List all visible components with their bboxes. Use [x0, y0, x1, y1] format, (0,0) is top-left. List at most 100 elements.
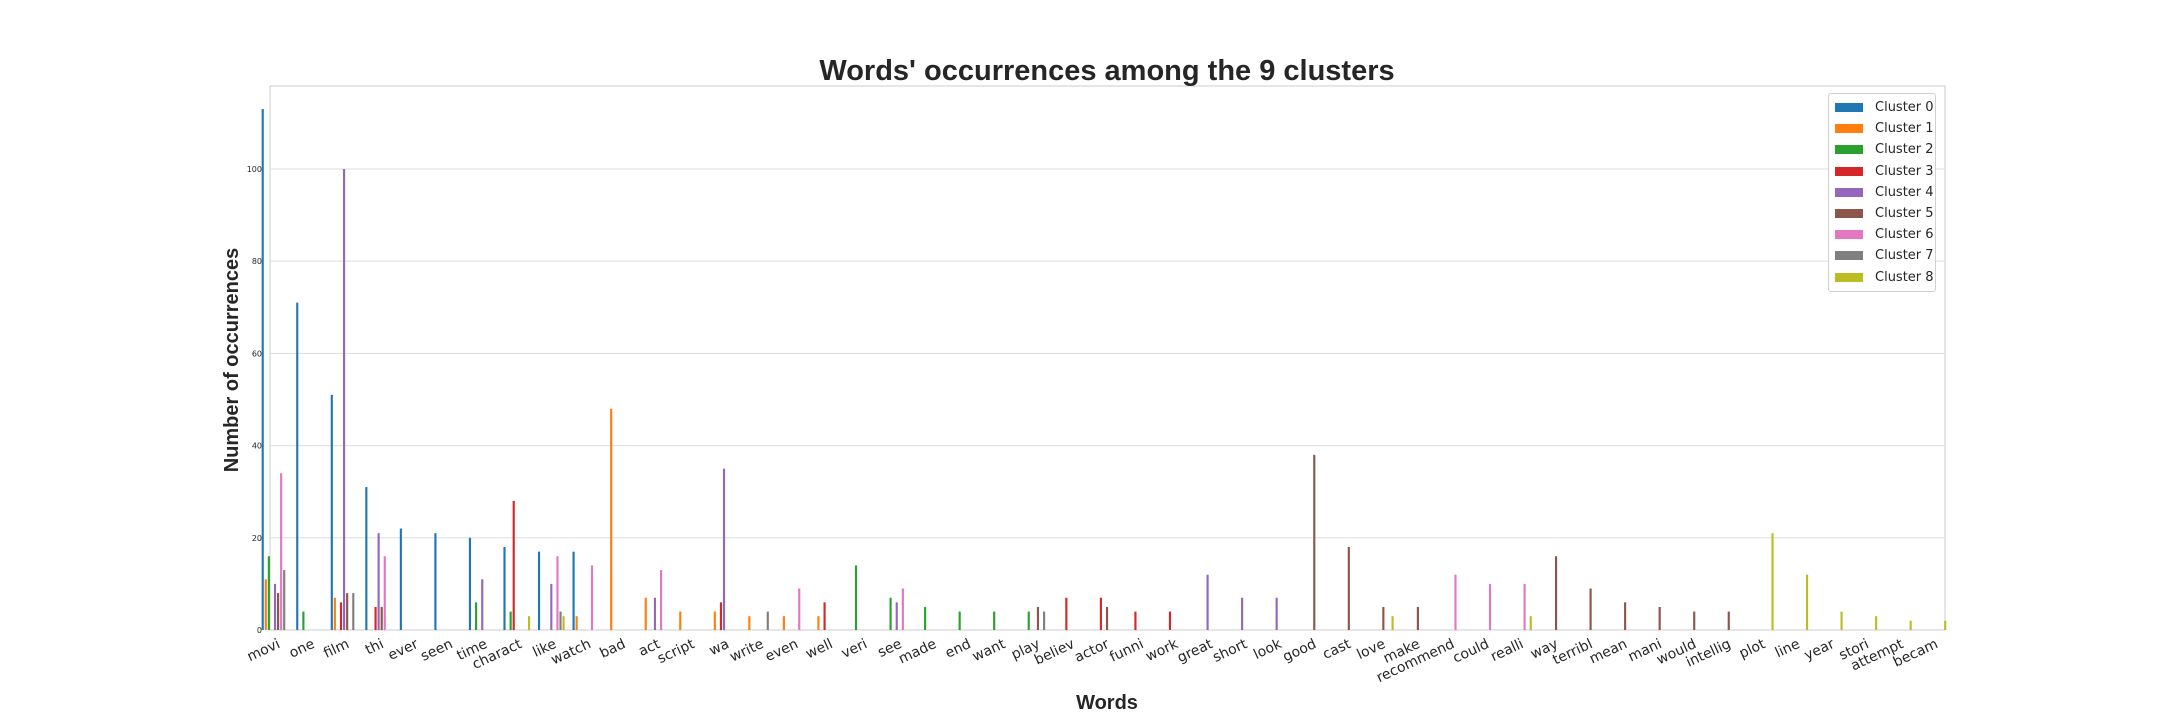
- legend-label: Cluster 2: [1875, 142, 1934, 158]
- bar: [302, 611, 305, 630]
- bar: [572, 551, 575, 630]
- x-tick-label: one: [287, 636, 317, 662]
- bar: [660, 570, 663, 630]
- bar: [1488, 583, 1492, 630]
- bar: [679, 611, 682, 630]
- bar: [1099, 597, 1102, 630]
- y-tick-label: 40: [252, 442, 262, 451]
- bar: [1589, 588, 1592, 630]
- bar: [1382, 606, 1385, 630]
- bar: [1206, 574, 1209, 630]
- bar: [537, 551, 541, 630]
- legend-swatch: [1835, 166, 1863, 176]
- bar: [468, 537, 472, 630]
- bar: [1693, 611, 1696, 630]
- x-tick-label: funni: [1107, 636, 1146, 665]
- bar: [267, 556, 270, 630]
- bar: [590, 565, 594, 630]
- bar: [277, 593, 280, 630]
- x-tick-label: short: [1210, 636, 1250, 666]
- bar: [1805, 574, 1809, 630]
- bar: [889, 597, 892, 630]
- bar: [713, 611, 716, 630]
- bar: [509, 611, 512, 630]
- legend-swatch: [1835, 272, 1863, 282]
- legend-label: Cluster 8: [1875, 269, 1934, 285]
- bar: [1624, 602, 1627, 630]
- legend-item: Cluster 7: [1829, 245, 1935, 266]
- chart-title: Words' occurrences among the 9 clusters: [819, 55, 1394, 87]
- bar: [854, 565, 858, 630]
- x-tick-label: even: [763, 636, 801, 665]
- x-tick-label: could: [1450, 636, 1491, 667]
- bar: [346, 593, 349, 630]
- y-tick-label: 0: [257, 626, 262, 635]
- bar: [1771, 533, 1774, 630]
- x-tick-label: end: [943, 636, 974, 662]
- bar: [653, 597, 657, 630]
- y-tick-label: 100: [247, 165, 262, 174]
- legend-swatch: [1835, 187, 1863, 197]
- x-tick-label: bad: [597, 636, 628, 662]
- x-tick-label: good: [1280, 636, 1318, 665]
- bar: [1454, 574, 1457, 630]
- bar: [1391, 616, 1394, 630]
- bar: [380, 606, 383, 630]
- legend-swatch: [1835, 251, 1863, 261]
- bar: [503, 547, 506, 630]
- bar: [993, 611, 996, 630]
- bar: [1554, 556, 1558, 630]
- bar: [782, 616, 785, 630]
- bar: [556, 556, 559, 630]
- bar: [1523, 583, 1526, 630]
- bar: [1065, 597, 1068, 630]
- bar: [895, 602, 898, 630]
- bar: [1043, 611, 1046, 630]
- x-tick-label: believ: [1032, 636, 1077, 668]
- legend-item: Cluster 8: [1829, 267, 1935, 288]
- bar: [722, 468, 726, 630]
- bar: [475, 602, 478, 630]
- bar: [339, 602, 343, 630]
- bar: [399, 528, 402, 630]
- x-tick-label: ever: [386, 636, 421, 664]
- bar: [1168, 611, 1172, 630]
- bar: [352, 593, 355, 630]
- x-tick-label: made: [896, 636, 939, 667]
- y-axis-label: Number of occurrences: [221, 248, 243, 473]
- bar: [1027, 611, 1030, 630]
- legend-swatch: [1835, 124, 1863, 134]
- bar: [1944, 620, 1947, 630]
- bar: [901, 588, 904, 630]
- bar: [766, 611, 769, 630]
- bar: [1658, 606, 1661, 630]
- bar: [365, 487, 368, 630]
- bar: [562, 616, 565, 630]
- x-tick-label: year: [1802, 636, 1837, 664]
- bar: [798, 588, 801, 630]
- legend-item: Cluster 4: [1829, 182, 1935, 203]
- x-tick-label: watch: [549, 636, 594, 668]
- y-tick-label: 60: [252, 349, 262, 358]
- x-tick-label: cast: [1320, 636, 1354, 663]
- legend-label: Cluster 5: [1875, 206, 1934, 222]
- bar: [1241, 597, 1244, 630]
- bar: [1875, 616, 1878, 630]
- bar: [261, 109, 264, 631]
- bar: [377, 533, 380, 630]
- bar: [958, 611, 961, 630]
- bar: [330, 394, 333, 630]
- x-axis-label: Words: [1076, 692, 1138, 714]
- bar: [719, 602, 723, 630]
- x-tick-label: thi: [363, 636, 386, 658]
- x-tick-label: wa: [707, 636, 732, 659]
- x-tick-label: realli: [1488, 636, 1526, 665]
- legend-swatch: [1835, 209, 1863, 219]
- x-tick-label: veri: [839, 636, 870, 662]
- bar: [383, 556, 386, 630]
- legend-item: Cluster 6: [1829, 224, 1935, 245]
- bar: [434, 533, 437, 630]
- bar: [1909, 620, 1912, 630]
